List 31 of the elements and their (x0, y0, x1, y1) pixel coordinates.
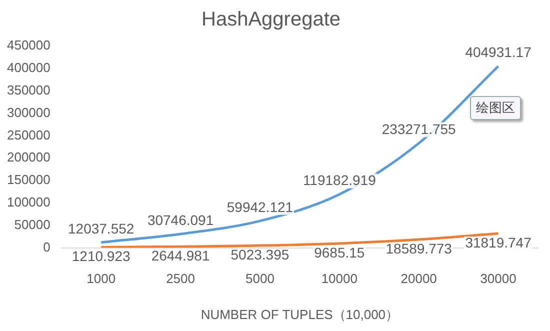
chart-title: HashAggregate (202, 8, 340, 31)
data-label: 5023.395 (230, 246, 290, 262)
data-label: 18589.773 (386, 240, 452, 256)
data-label: 2644.981 (151, 247, 210, 264)
x-tick-label: 30000 (480, 271, 516, 286)
y-tick-label: 250000 (6, 127, 50, 142)
annotation: 绘图区 (470, 96, 521, 120)
data-label: 31819.747 (465, 234, 532, 250)
x-tick-label: 5000 (246, 271, 274, 286)
y-tick-label: 300000 (6, 104, 50, 120)
x-tick-label: 1000 (86, 271, 116, 286)
data-label: 119182.919 (302, 172, 376, 188)
y-tick-label: 50000 (14, 216, 50, 232)
x-tick-label: 2500 (166, 271, 195, 286)
y-tick-label: 100000 (6, 194, 50, 210)
y-tick-label: 350000 (6, 82, 50, 98)
y-tick-label: 0 (43, 239, 50, 254)
data-label: 404931.17 (465, 44, 532, 60)
data-label: 233271.755 (382, 121, 456, 138)
y-tick-label: 400000 (6, 60, 50, 75)
y-tick-label: 450000 (6, 38, 50, 53)
y-tick-label: 200000 (6, 150, 50, 165)
data-label: 30746.091 (147, 212, 214, 228)
x-tick-label: 20000 (400, 271, 437, 286)
data-label: 1210.923 (72, 248, 130, 264)
data-label: 59942.121 (226, 198, 294, 215)
data-label: 9685.15 (314, 244, 365, 260)
x-axis-title: NUMBER OF TUPLES（10,000） (200, 306, 399, 322)
data-label: 12037.552 (68, 220, 134, 236)
x-tick-label: 10000 (321, 271, 358, 286)
y-tick-label: 150000 (6, 172, 50, 188)
